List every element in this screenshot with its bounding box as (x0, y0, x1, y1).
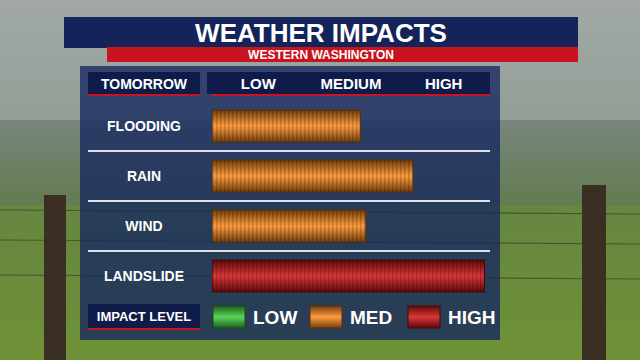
category-label: RAIN (127, 168, 161, 184)
bars (212, 110, 484, 292)
bar-group (212, 210, 366, 242)
fence-post (44, 195, 66, 360)
bar-group (212, 260, 484, 292)
panel (80, 66, 500, 340)
bar (212, 210, 366, 242)
bar (212, 260, 484, 292)
bar (212, 160, 413, 192)
x-tick (351, 94, 352, 96)
legend-label: MED (350, 307, 392, 328)
category-label: FLOODING (107, 118, 181, 134)
legend-title-underline (88, 328, 200, 330)
subtitle: WESTERN WASHINGTON (248, 48, 394, 62)
legend-label: LOW (253, 307, 297, 328)
title-box (64, 17, 578, 48)
category-label: WIND (125, 218, 162, 234)
chart: WEATHER IMPACTSWESTERN WASHINGTON TOMORRO… (0, 0, 640, 360)
row-separator (88, 200, 490, 202)
category-label: LANDSLIDE (104, 268, 184, 284)
subtitle-box (107, 47, 578, 62)
x-tick-label: HIGH (425, 75, 463, 92)
row-separator (88, 250, 490, 252)
ylabel-box (88, 72, 200, 94)
title: WEATHER IMPACTS (195, 18, 447, 48)
x-tick-label: LOW (241, 75, 277, 92)
bar-texture (212, 260, 484, 292)
y-label: TOMORROW (101, 76, 188, 92)
ylabel-underline (88, 94, 200, 96)
bar-group (212, 160, 413, 192)
axis-header (207, 72, 490, 94)
fence-post (582, 185, 606, 360)
legend-swatch (408, 306, 440, 328)
legend-swatch (310, 306, 342, 328)
bar (212, 110, 360, 142)
bar-texture (212, 210, 366, 242)
legend-label: HIGH (448, 307, 496, 328)
bar-group (212, 110, 360, 142)
bar-texture (212, 110, 360, 142)
x-tick (443, 94, 444, 96)
row-separator (88, 150, 490, 152)
bar-texture (212, 160, 413, 192)
background (0, 0, 640, 360)
x-axis-line (212, 94, 490, 96)
legend-swatch (213, 306, 245, 328)
legend-title: IMPACT LEVEL (97, 309, 191, 324)
x-tick (258, 94, 259, 96)
legend-title-box (88, 304, 200, 328)
x-tick-label: MEDIUM (321, 75, 382, 92)
